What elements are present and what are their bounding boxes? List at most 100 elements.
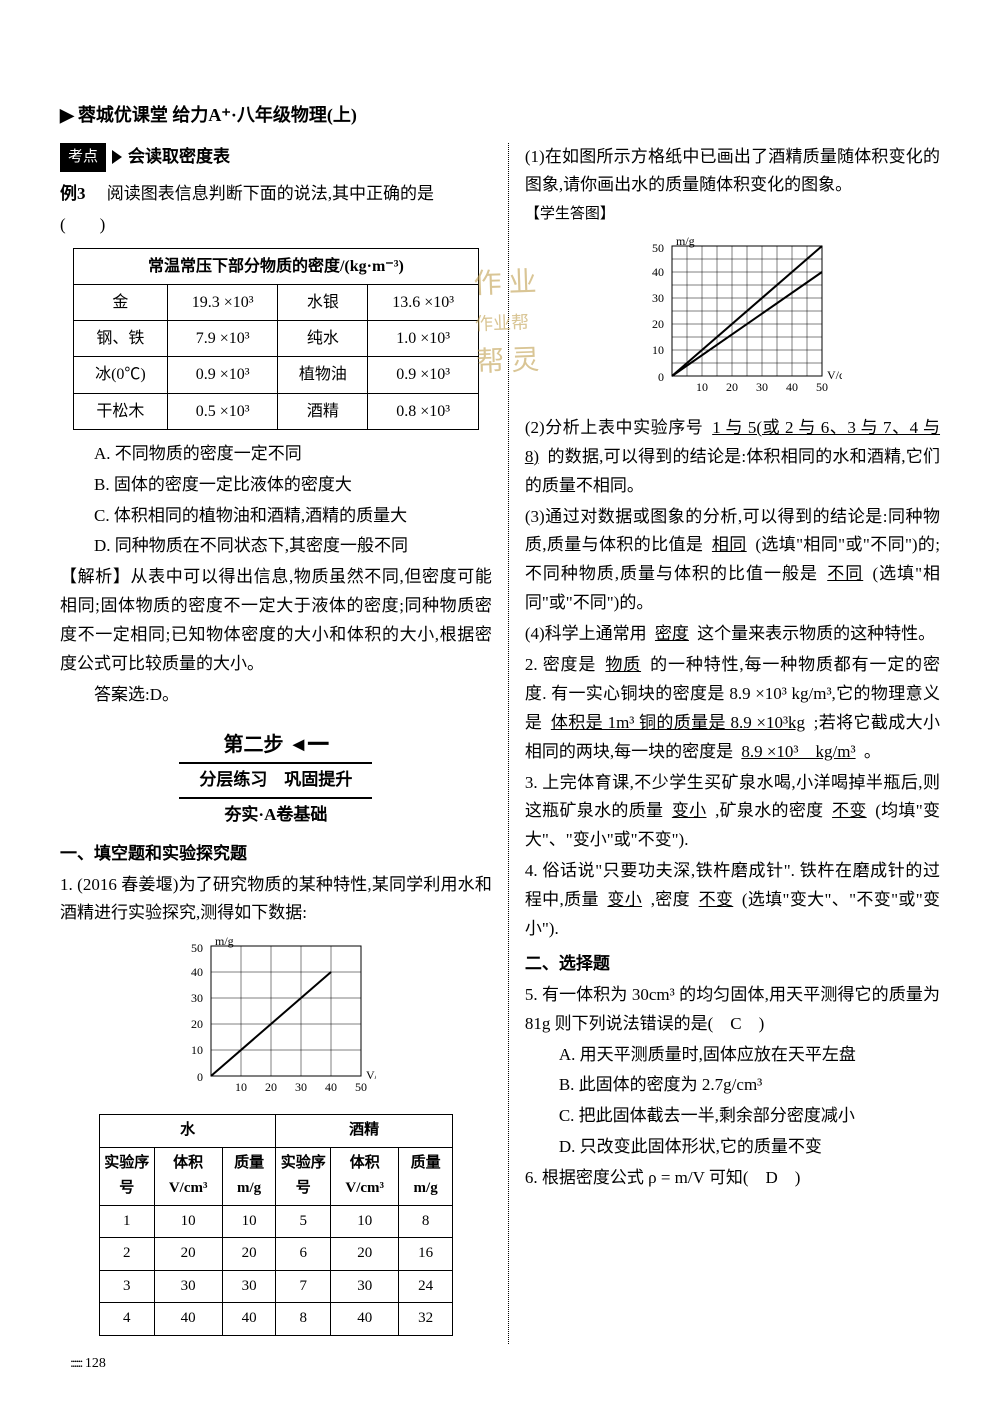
- cell: 0.8 ×10³: [368, 393, 478, 429]
- section2-heading: 二、选择题: [525, 950, 940, 979]
- section-label: 考点: [60, 143, 106, 173]
- svg-text:10: 10: [191, 1043, 203, 1057]
- cell: 纯水: [278, 321, 368, 357]
- q5-b: B. 此固体的密度为 2.7g/cm³: [525, 1071, 940, 1100]
- option-a: A. 不同物质的密度一定不同: [60, 440, 492, 469]
- q1-4: (4)科学上通常用 密度 这个量来表示物质的这种特性。: [525, 620, 940, 649]
- step2-sub: 分层练习 巩固提升: [179, 762, 372, 799]
- step2-level: 夯实·A卷基础: [60, 801, 492, 830]
- answer-blank: 体积是 1m³ 铜的质量是 8.9 ×10³kg: [547, 713, 809, 732]
- th: 实验序号: [276, 1147, 331, 1205]
- step2-title-text: 第二步: [224, 734, 284, 756]
- svg-text:20: 20: [265, 1080, 277, 1094]
- th: 质量m/g: [222, 1147, 276, 1205]
- triangle-icon: [112, 150, 122, 164]
- svg-text:50: 50: [191, 941, 203, 955]
- svg-text:10: 10: [235, 1080, 247, 1094]
- svg-text:50: 50: [816, 380, 828, 394]
- q1-2: (2)分析上表中实验序号 1 与 5(或 2 与 6、3 与 7、4 与 8) …: [525, 414, 940, 501]
- cell: 金: [73, 285, 167, 321]
- q6: 6. 根据密度公式 ρ = m/V 可知( D ): [525, 1164, 940, 1193]
- text: ,密度: [651, 890, 690, 909]
- page-num-text: 128: [85, 1356, 106, 1371]
- option-b: B. 固体的密度一定比液体的密度大: [60, 471, 492, 500]
- answer-blank: 不变: [695, 890, 738, 909]
- example-line: 例3 阅读图表信息判断下面的说法,其中正确的是: [60, 180, 492, 209]
- svg-text:0: 0: [197, 1070, 203, 1084]
- right-column: (1)在如图所示方格纸中已画出了酒精质量随体积变化的图象,请你画出水的质量随体积…: [508, 143, 940, 1344]
- cell: 钢、铁: [73, 321, 167, 357]
- cell: 32: [399, 1303, 453, 1336]
- q1-1: (1)在如图所示方格纸中已画出了酒精质量随体积变化的图象,请你画出水的质量随体积…: [525, 143, 940, 201]
- step-box: 第二步 ◄━ 分层练习 巩固提升 夯实·A卷基础: [60, 728, 492, 830]
- step2-title: 第二步 ◄━: [60, 728, 492, 762]
- q3: 3. 上完体育课,不少学生买矿泉水喝,小洋喝掉半瓶后,则这瓶矿泉水的质量 变小 …: [525, 769, 940, 856]
- cell: 30: [222, 1270, 276, 1303]
- bracket: ( ): [60, 211, 492, 240]
- answer-blank: 相同: [708, 535, 751, 554]
- cell: 8: [399, 1205, 453, 1238]
- svg-text:m/g: m/g: [215, 936, 234, 948]
- cell: 40: [331, 1303, 399, 1336]
- left-column: 考点 会读取密度表 例3 阅读图表信息判断下面的说法,其中正确的是 ( ) 常温…: [60, 143, 492, 1344]
- cell: 30: [154, 1270, 222, 1303]
- svg-text:40: 40: [786, 380, 798, 394]
- svg-text:V/cm³: V/cm³: [366, 1068, 376, 1082]
- svg-text:0: 0: [658, 370, 664, 384]
- th: 体积V/cm³: [331, 1147, 399, 1205]
- cell: 30: [331, 1270, 399, 1303]
- answer-blank: 物质: [601, 655, 645, 674]
- q5: 5. 有一体积为 30cm³ 的均匀固体,用天平测得它的质量为81g 则下列说法…: [525, 981, 940, 1039]
- cell: 6: [276, 1238, 331, 1271]
- option-d: D. 同种物质在不同状态下,其密度一般不同: [60, 532, 492, 561]
- cell: 20: [222, 1238, 276, 1271]
- text: ,矿泉水的密度: [715, 801, 823, 820]
- svg-text:50: 50: [355, 1080, 367, 1094]
- cell: 植物油: [278, 357, 368, 393]
- q2: 2. 密度是 物质 的一种特性,每一种物质都有一定的密度. 有一实心铜块的密度是…: [525, 651, 940, 767]
- q4: 4. 俗话说"只要功夫深,铁杵磨成针". 铁杵在磨成针的过程中,质量 变小 ,密…: [525, 857, 940, 944]
- cell: 40: [154, 1303, 222, 1336]
- svg-text:20: 20: [191, 1017, 203, 1031]
- cell: 13.6 ×10³: [368, 285, 478, 321]
- th: 质量m/g: [399, 1147, 453, 1205]
- svg-text:m/g: m/g: [676, 236, 695, 248]
- cell: 0.5 ×10³: [167, 393, 277, 429]
- answer-blank: 8.9 ×10³ kg/m³: [737, 742, 859, 761]
- text: 的数据,可以得到的结论是:体积相同的水和酒精,它们的质量不相同。: [525, 447, 940, 495]
- section-title: 会读取密度表: [128, 143, 230, 172]
- cell: 19.3 ×10³: [167, 285, 277, 321]
- text: (2)分析上表中实验序号: [525, 418, 704, 437]
- example-label: 例3: [60, 184, 86, 203]
- q1-3: (3)通过对数据或图象的分析,可以得到的结论是:同种物质,质量与体积的比值是 相…: [525, 503, 940, 619]
- cell: 水银: [278, 285, 368, 321]
- q5-d: D. 只改变此固体形状,它的质量不变: [525, 1133, 940, 1162]
- cell: 16: [399, 1238, 453, 1271]
- svg-text:30: 30: [191, 991, 203, 1005]
- chart1: 0 10 20 30 40 50 10 20 30 40 50 m/g V/cm…: [60, 936, 492, 1106]
- text: (4)科学上通常用: [525, 624, 647, 643]
- page-header: 蓉城优课堂 给力A⁺·八年级物理(上): [60, 100, 940, 131]
- section1-heading: 一、填空题和实验探究题: [60, 840, 492, 869]
- svg-text:30: 30: [652, 291, 664, 305]
- section-title-row: 考点 会读取密度表: [60, 143, 492, 173]
- svg-text:40: 40: [325, 1080, 337, 1094]
- answer-blank: 密度: [651, 624, 693, 643]
- svg-text:40: 40: [652, 265, 664, 279]
- svg-text:30: 30: [756, 380, 768, 394]
- example-text: 阅读图表信息判断下面的说法,其中正确的是: [107, 184, 434, 203]
- cell: 24: [399, 1270, 453, 1303]
- cell: 1.0 ×10³: [368, 321, 478, 357]
- svg-text:50: 50: [652, 241, 664, 255]
- svg-text:20: 20: [726, 380, 738, 394]
- svg-text:30: 30: [295, 1080, 307, 1094]
- student-label: 【学生答图】: [525, 202, 940, 228]
- page-number: :::::: 128: [70, 1352, 106, 1376]
- svg-text:V/cm³: V/cm³: [827, 368, 842, 382]
- cell: 0.9 ×10³: [167, 357, 277, 393]
- cell: 5: [276, 1205, 331, 1238]
- q5-a: A. 用天平测质量时,固体应放在天平左盘: [525, 1041, 940, 1070]
- svg-text:10: 10: [652, 343, 664, 357]
- cell: 2: [99, 1238, 154, 1271]
- cell: 7: [276, 1270, 331, 1303]
